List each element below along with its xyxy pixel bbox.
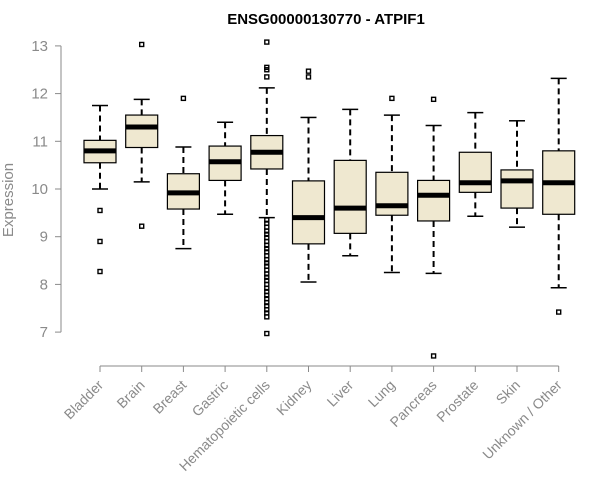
box-gastric [208,121,242,216]
y-tick-label: 11 [32,133,48,150]
outlier-point [138,41,145,48]
y-tick-label: 13 [31,38,48,55]
y-tick-label: 12 [31,86,48,103]
x-tick-label: Brain [113,377,147,411]
outlier-point [97,238,103,245]
box-breast [166,95,200,250]
y-tick-label: 10 [31,181,48,198]
outlier-point [138,223,145,229]
outlier-point [430,96,437,103]
outlier-point [430,353,437,359]
x-tick-label: Skin [493,377,524,408]
iqr-box [291,180,326,245]
box-hematopoietic-cells [250,39,284,337]
x-tick-label: Bladder [61,377,107,423]
iqr-box [125,114,159,149]
x-tick-label: Unknown / Other [479,377,565,463]
box-brain [125,41,159,229]
x-tick-label: Liver [324,377,357,410]
outlier-point [264,330,270,337]
box-skin [500,120,534,228]
x-tick-label: Prostate [433,377,481,425]
box-lung [375,95,409,274]
box-unknown-other [542,77,576,315]
y-tick-label: 9 [40,229,48,246]
outlier-point [389,95,395,102]
iqr-box [458,151,492,193]
box-bladder [83,104,117,275]
x-tick-label: Kidney [273,377,315,419]
y-tick-label: 8 [40,276,48,293]
y-axis-title: Expression [0,163,17,237]
box-liver [333,108,367,257]
iqr-box [417,179,451,222]
outlier-point [264,314,270,320]
box-pancreas [417,96,451,359]
outlier-point [556,309,562,315]
iqr-box [375,171,409,216]
outlier-point [97,268,103,275]
box-prostate [458,111,492,217]
outlier-point [180,95,187,102]
y-tick-label: 7 [40,324,48,341]
iqr-box [500,169,534,209]
outlier-point [305,68,312,74]
outlier-point [264,39,270,45]
y-axis: 7 8 9 10 11 12 13 [31,38,62,341]
chart-title: ENSG00000130770 - ATPIF1 [227,11,425,28]
outlier-point [264,74,270,80]
x-tick-label: Breast [150,377,190,417]
iqr-box [333,159,367,234]
outlier-point [264,67,270,73]
plot-area [83,39,576,359]
x-tick-label: Lung [365,377,398,410]
box-kidney [291,68,326,283]
outlier-point [97,207,103,214]
outlier-point [305,74,312,80]
